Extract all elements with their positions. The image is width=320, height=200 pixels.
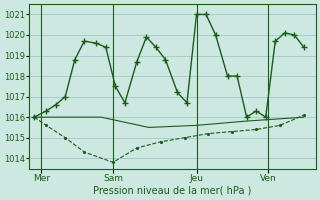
X-axis label: Pression niveau de la mer( hPa ): Pression niveau de la mer( hPa )	[93, 186, 252, 196]
